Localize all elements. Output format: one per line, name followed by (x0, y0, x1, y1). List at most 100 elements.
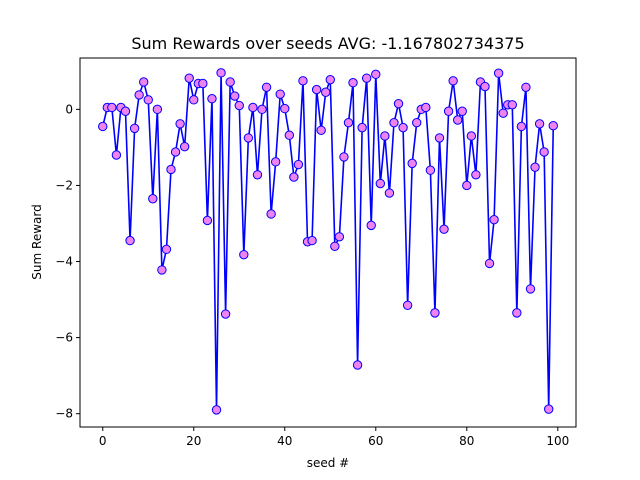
plot-area (98, 68, 558, 415)
data-point (489, 214, 499, 225)
data-point (384, 188, 395, 198)
data-point (311, 84, 322, 95)
data-point (257, 104, 267, 115)
x-tick-label: 0 (99, 434, 107, 448)
data-point (207, 94, 217, 104)
y-tick-label: −2 (55, 178, 73, 192)
x-tick-label: 20 (186, 434, 201, 448)
data-point (334, 232, 345, 242)
data-point (134, 90, 144, 100)
data-point (148, 194, 158, 204)
x-tick-label: 100 (546, 434, 569, 448)
data-point (125, 235, 135, 246)
data-point (534, 119, 545, 129)
x-tick-label: 40 (277, 434, 292, 448)
data-point (430, 308, 440, 318)
y-axis: 0 −2 −4 −6 −8 (55, 102, 80, 421)
data-point (498, 108, 508, 118)
data-point (484, 258, 495, 269)
data-point (398, 122, 408, 133)
data-point (225, 77, 235, 87)
data-point (280, 103, 290, 114)
data-point (348, 78, 358, 88)
data-point (170, 147, 181, 157)
y-tick-label: −4 (55, 255, 73, 269)
data-point (339, 152, 349, 162)
data-point (211, 405, 222, 415)
data-point (448, 76, 458, 86)
data-point (284, 130, 295, 140)
data-point (521, 82, 531, 92)
data-point (275, 89, 285, 99)
data-point (248, 102, 258, 113)
data-point (439, 224, 449, 234)
data-point (457, 106, 467, 116)
data-point (316, 125, 326, 135)
data-point (175, 119, 185, 129)
data-point (516, 121, 527, 132)
data-point (129, 123, 140, 134)
data-point (352, 360, 363, 370)
chart-title: Sum Rewards over seeds AVG: -1.167802734… (131, 34, 524, 53)
data-point (361, 73, 372, 83)
data-point (462, 180, 472, 191)
data-point (220, 309, 231, 319)
data-point (539, 147, 549, 157)
data-point (425, 165, 436, 175)
data-point (525, 284, 536, 294)
data-point (179, 141, 190, 152)
data-point (493, 68, 504, 78)
data-point (120, 106, 131, 116)
data-point (230, 91, 240, 101)
data-point (111, 150, 122, 160)
data-point (357, 122, 367, 133)
y-axis-label: Sum Reward (30, 204, 44, 279)
data-point (234, 100, 244, 111)
data-point (466, 131, 477, 141)
x-axis-label: seed # (307, 456, 350, 470)
data-point (412, 117, 422, 128)
data-point (139, 77, 149, 87)
data-point (143, 95, 153, 105)
data-point (366, 220, 376, 231)
data-point (307, 235, 317, 246)
data-point (161, 244, 172, 255)
data-point (321, 87, 331, 97)
data-point (293, 159, 304, 170)
data-point (402, 300, 413, 310)
data-point (298, 76, 308, 86)
series-line (101, 72, 555, 411)
data-point (471, 170, 481, 180)
data-point (289, 172, 299, 182)
data-point (252, 170, 263, 180)
y-tick-label: −6 (55, 331, 73, 345)
data-point (107, 102, 117, 113)
data-point (421, 102, 431, 113)
data-point (389, 117, 399, 128)
y-tick-label: −8 (55, 407, 73, 421)
x-axis: 0 20 40 60 80 100 (99, 427, 569, 448)
data-point (393, 98, 404, 109)
data-point (239, 249, 249, 260)
data-point (507, 100, 517, 110)
data-point (157, 265, 167, 275)
data-point (202, 215, 213, 226)
data-point (452, 115, 463, 125)
data-point (443, 106, 454, 116)
data-point (480, 81, 490, 92)
data-point (270, 157, 281, 167)
data-point (152, 104, 163, 115)
data-point (343, 117, 354, 128)
data-point (434, 133, 445, 143)
data-point (407, 158, 417, 169)
data-point (184, 73, 194, 83)
data-point (216, 68, 226, 78)
data-point (325, 74, 335, 85)
x-tick-label: 60 (368, 434, 383, 448)
data-point (166, 164, 176, 175)
data-point (548, 121, 558, 131)
data-point (98, 121, 108, 132)
data-point (512, 308, 522, 318)
